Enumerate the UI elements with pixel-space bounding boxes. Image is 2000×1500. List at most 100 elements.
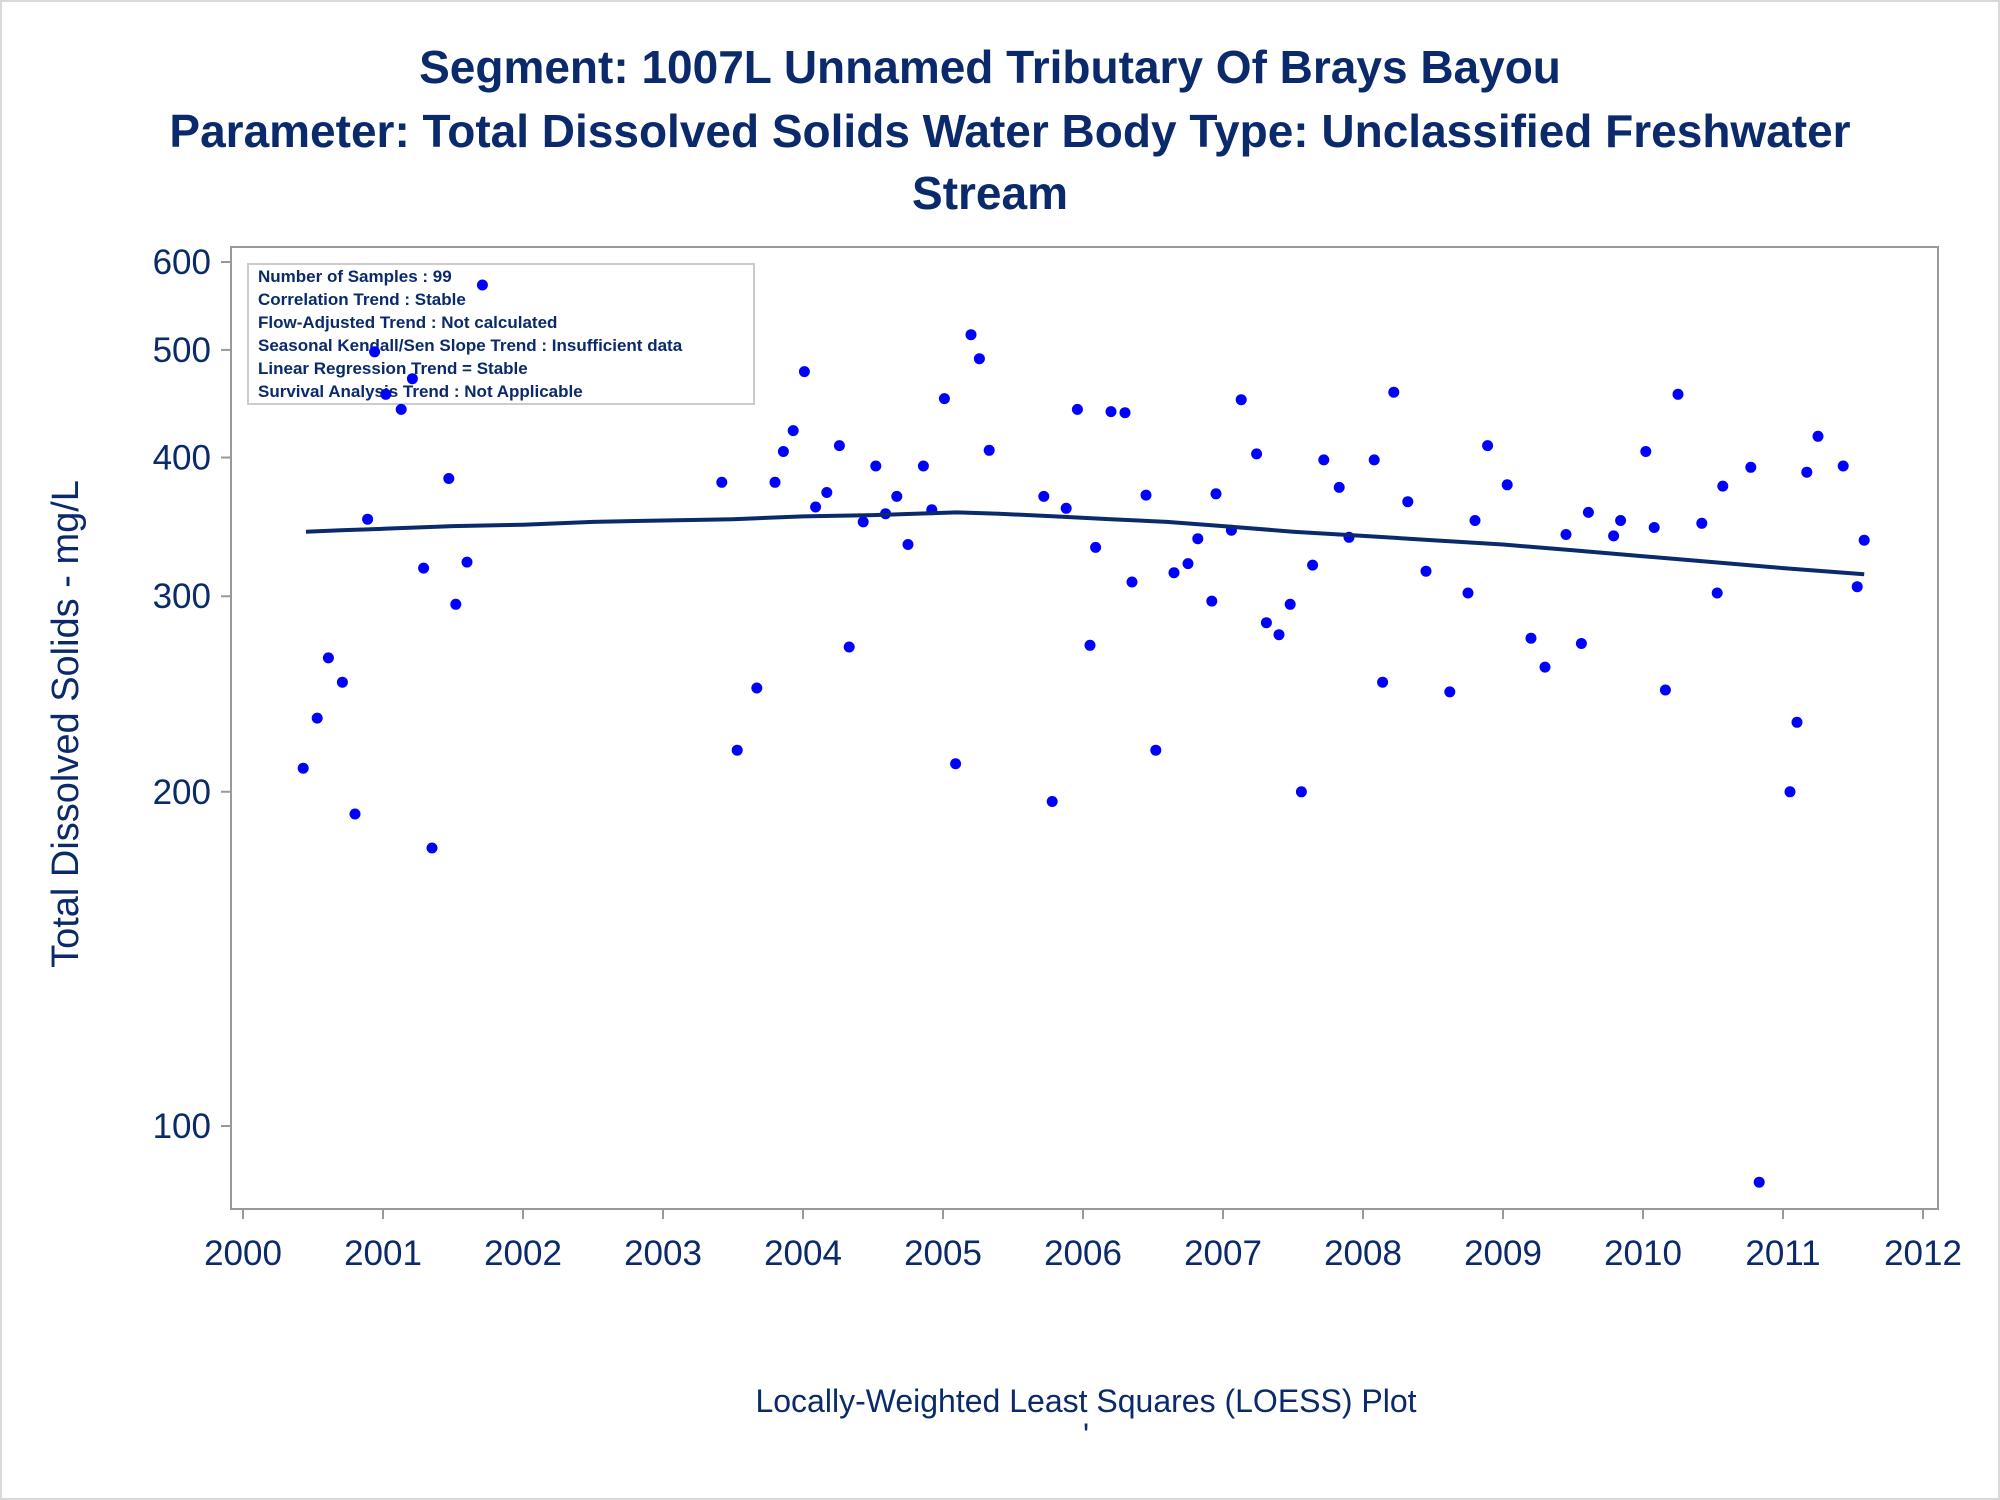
data-point [1388,386,1400,398]
data-point [1539,661,1551,673]
data-point [1711,587,1723,599]
stats-box: Number of Samples : 99 Correlation Trend… [247,263,755,405]
data-point [1837,460,1849,472]
data-point [1784,786,1796,798]
y-tick-label-500: 500 [153,331,211,370]
data-point [461,556,473,568]
data-point [322,652,334,664]
data-point [917,460,929,472]
data-point [1307,559,1319,571]
data-point [1140,489,1152,501]
data-point [891,490,903,502]
data-point [716,476,728,488]
stats-line-linear-regression: Linear Regression Trend = Stable [258,359,528,378]
data-point [1126,576,1138,588]
data-point [938,393,950,405]
data-point [406,373,418,385]
data-point [1525,632,1537,644]
data-point [1090,541,1102,553]
x-axis: 2000 2001 2002 2003 2004 2005 2006 2007 2008 2009… [204,1209,1962,1273]
data-point [369,346,381,358]
data-point [1038,490,1050,502]
data-point [1659,684,1671,696]
data-point [983,444,995,456]
data-point [950,758,962,770]
data-point [857,516,869,528]
chart-title-line-3: Stream [912,167,1068,219]
data-point [1119,407,1131,419]
data-point [1648,522,1660,533]
data-point [1251,448,1263,460]
data-point [1235,394,1247,406]
data-point [1420,565,1432,577]
data-point [1696,517,1708,529]
data-point [1858,534,1870,546]
y-tick-label-600: 600 [153,243,211,282]
data-point [426,842,438,854]
x-tick-label-2006: 2006 [1044,1234,1122,1273]
data-point [1182,558,1194,570]
data-point [336,676,348,688]
y-axis: 100 200 300 400 500 600 [153,243,231,1146]
data-point [1210,488,1222,500]
chart-title-line-1: Segment: 1007L Unnamed Tributary Of Bray… [419,41,1561,93]
stats-line-flow-adjusted: Flow-Adjusted Trend : Not calculated [258,313,557,332]
data-point [1575,638,1587,649]
stats-line-seasonal-kendall: Seasonal Kendall/Sen Slope Trend : Insuf… [258,336,683,355]
data-point [476,279,488,291]
plot-area [230,246,1939,1210]
y-tick-label-100: 100 [153,1107,211,1146]
x-tick-label-2009: 2009 [1464,1234,1542,1273]
footnote-mark: ' [1083,1417,1089,1453]
data-point [1812,430,1824,442]
data-point [1273,629,1285,641]
x-tick-label-2012: 2012 [1884,1234,1962,1273]
data-point [1402,496,1414,508]
data-point [1260,617,1272,629]
data-point [973,353,985,365]
data-point [1791,716,1803,728]
data-point [349,808,361,820]
x-tick-label-2008: 2008 [1324,1234,1402,1273]
x-tick-label-2003: 2003 [624,1234,702,1273]
data-point [821,487,833,498]
x-tick-label-2011: 2011 [1745,1234,1820,1273]
data-point [1801,466,1813,478]
data-point [751,682,763,694]
x-tick-label-2001: 2001 [344,1234,422,1273]
data-point [1150,744,1162,756]
x-tick-label-2000: 2000 [204,1234,282,1273]
data-point [870,460,882,472]
y-tick-label-400: 400 [153,439,211,478]
data-point [833,440,845,452]
data-point [1672,388,1684,400]
data-point [1377,676,1389,688]
data-point [443,473,455,484]
series-layer [297,279,1870,1188]
stats-line-samples: Number of Samples : 99 [258,267,452,286]
data-point [777,446,789,457]
y-axis-title: Total Dissolved Solids - mg/L [45,480,87,968]
footnote-loess: Locally-Weighted Least Squares (LOESS) P… [755,1383,1416,1419]
data-point [1582,506,1594,518]
chart-title-line-2: Parameter: Total Dissolved Solids Water … [169,105,1851,157]
data-point [1046,796,1058,807]
y-tick-label-300: 300 [153,577,211,616]
x-tick-label-2004: 2004 [764,1234,842,1273]
data-point [1717,480,1729,492]
data-point [1333,481,1345,493]
loess-line [305,510,1865,577]
data-point [1640,446,1652,457]
data-point [1084,639,1096,651]
data-point [1560,529,1572,540]
y-tick-label-200: 200 [153,773,211,812]
data-point [1192,533,1204,545]
data-point [810,501,822,513]
data-point [418,562,430,574]
data-point [787,425,799,437]
data-point [1501,479,1513,491]
data-point [1060,502,1072,514]
data-point [731,744,743,756]
